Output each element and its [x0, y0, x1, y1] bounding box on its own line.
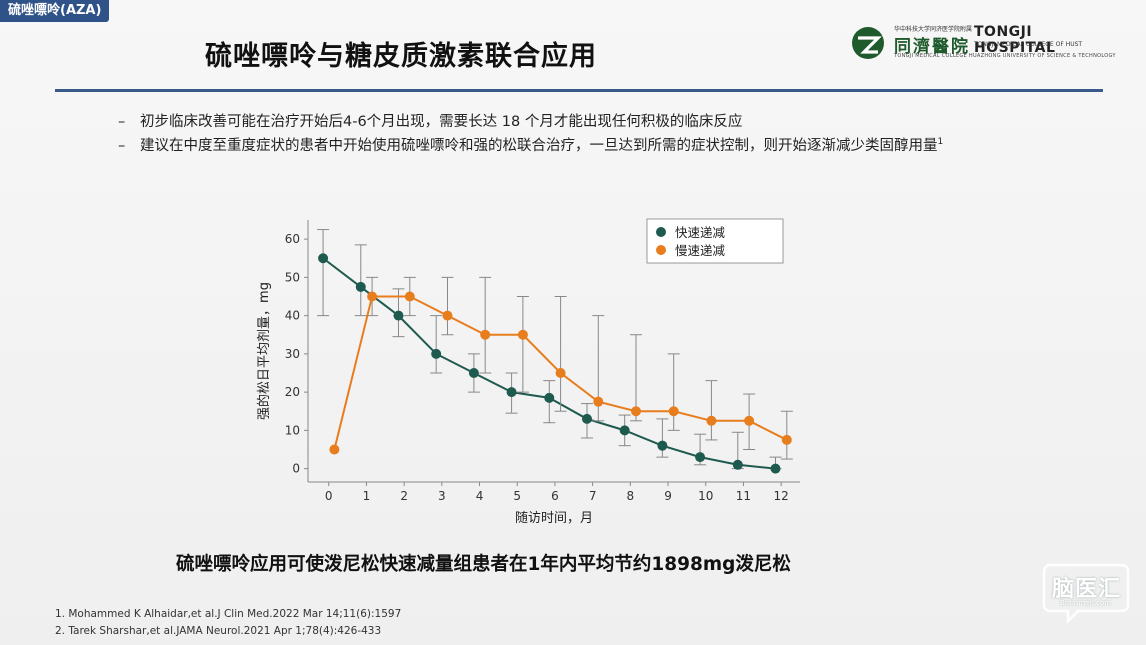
series-fast-taper: [317, 229, 782, 474]
data-point: [770, 463, 781, 474]
legend-box: [646, 218, 784, 264]
legend-label: 慢速递减: [675, 243, 726, 258]
logo-cn-name: 同濟醫院: [894, 37, 970, 57]
legend-marker: [656, 245, 666, 255]
title-divider: [55, 89, 1103, 92]
x-tick-label: 3: [438, 489, 446, 503]
x-tick-label: 11: [736, 489, 751, 503]
y-tick-label: 20: [285, 385, 300, 399]
reference-item: 1. Mohammed K Alhaidar,et al.J Clin Med.…: [55, 608, 402, 620]
x-tick-label: 8: [627, 489, 635, 503]
x-tick-label: 10: [698, 489, 713, 503]
data-point: [318, 253, 329, 264]
watermark-sub: Brainmed.com: [1060, 599, 1112, 607]
data-point: [404, 291, 415, 302]
bullet-dash: –: [118, 113, 126, 130]
x-tick-label: 9: [664, 489, 672, 503]
conclusion-text: 硫唑嘌呤应用可使泼尼松快速减量组患者在1年内平均节约1898mg泼尼松: [176, 554, 791, 575]
page-title: 硫唑嘌呤与糖皮质激素联合应用: [205, 41, 597, 72]
reference-superscript: 1: [937, 137, 944, 147]
x-tick-label: 5: [513, 489, 521, 503]
data-point: [506, 387, 517, 398]
data-point: [732, 459, 743, 470]
data-point: [668, 406, 679, 417]
data-point: [544, 392, 555, 403]
data-point: [593, 396, 604, 407]
logo-en-sub2: TONGJI MEDICAL COLLEGE HUAZHONG UNIVERSI…: [894, 53, 1116, 59]
legend-label: 快速递减: [675, 225, 726, 240]
series-slow-taper: [329, 276, 793, 460]
bullet-dash: –: [118, 137, 126, 154]
section-tag: 硫唑嘌呤(AZA): [0, 0, 110, 22]
data-point: [581, 413, 592, 424]
data-point: [431, 348, 442, 359]
x-tick-label: 1: [363, 489, 371, 503]
logo-en-name: TONGJI HOSPITAL: [974, 24, 1056, 56]
x-tick-label: 2: [400, 489, 408, 503]
x-tick-label: 6: [551, 489, 559, 503]
series-line: [322, 257, 776, 470]
bullet-text: 建议在中度至重度症状的患者中开始使用硫唑嘌呤和强的松联合治疗，一旦达到所需的症状…: [140, 137, 938, 154]
x-axis-label: 随访时间，月: [515, 511, 593, 526]
x-tick-label: 4: [476, 489, 484, 503]
data-point: [442, 310, 453, 321]
data-point: [468, 367, 479, 378]
bullet-list: – 初步临床改善可能在治疗开始后4-6个月出现，需要长达 18 个月才能出现任何积…: [118, 106, 943, 154]
data-point: [706, 415, 717, 426]
data-point: [619, 425, 630, 436]
data-point: [480, 329, 491, 340]
reference-item: 2. Tarek Sharshar,et al.JAMA Neurol.2021…: [55, 625, 382, 637]
data-point: [631, 406, 641, 417]
watermark-bubble-icon: [1042, 563, 1130, 625]
watermark-text: 脑医汇: [1052, 577, 1122, 602]
watermark-logo: 脑医汇 Brainmed.com: [1040, 555, 1132, 625]
data-point: [781, 434, 792, 445]
logo-small-cn: 华中科技大学同济医学院附属: [894, 26, 973, 33]
logo-en-sub: TONGJI MEDICAL COLLEGE OF HUST: [974, 41, 1083, 48]
data-point: [367, 291, 378, 302]
data-point: [517, 329, 528, 340]
data-point: [695, 452, 706, 463]
data-point: [555, 367, 566, 378]
hospital-logo: 华中科技大学同济医学院附属 同濟醫院 TONGJI HOSPITAL TONGJ…: [850, 18, 1115, 68]
y-axis-label: 强的松日平均剂量，mg: [256, 282, 272, 420]
data-point: [393, 310, 404, 321]
x-tick-label: 12: [774, 489, 789, 503]
y-tick-label: 50: [285, 270, 300, 284]
data-point: [744, 415, 755, 426]
bullet-item: – 初步临床改善可能在治疗开始后4-6个月出现，需要长达 18 个月才能出现任何积…: [118, 106, 943, 130]
x-tick-label: 0: [325, 489, 333, 503]
data-point: [657, 440, 668, 451]
bullet-item: – 建议在中度至重度症状的患者中开始使用硫唑嘌呤和强的松联合治疗，一旦达到所需的症…: [118, 130, 943, 154]
data-point: [355, 281, 366, 292]
x-tick-label: 7: [589, 489, 597, 503]
references: 1. Mohammed K Alhaidar,et al.J Clin Med.…: [55, 606, 401, 640]
data-point: [329, 444, 340, 455]
y-tick-label: 0: [292, 462, 300, 476]
legend-marker: [656, 227, 666, 237]
bullet-text: 初步临床改善可能在治疗开始后4-6个月出现，需要长达 18 个月才能出现任何积极…: [140, 113, 743, 130]
y-tick-label: 60: [285, 232, 300, 246]
y-tick-label: 30: [285, 347, 300, 361]
y-tick-label: 10: [285, 423, 300, 437]
y-tick-label: 40: [285, 309, 300, 323]
hospital-emblem-icon: [852, 27, 884, 59]
